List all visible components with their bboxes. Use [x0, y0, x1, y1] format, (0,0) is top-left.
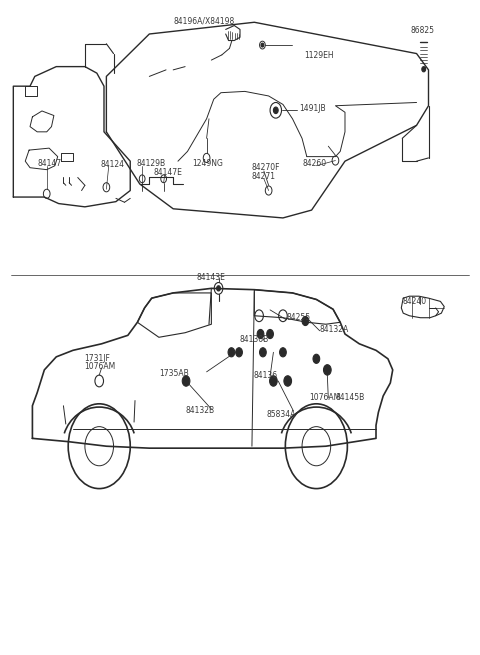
Text: 84260: 84260: [303, 159, 327, 168]
Text: 1129EH: 1129EH: [304, 51, 334, 60]
Text: 84130B: 84130B: [240, 335, 269, 344]
Text: 84145B: 84145B: [336, 393, 365, 402]
Text: 84143E: 84143E: [196, 273, 225, 282]
Circle shape: [270, 376, 277, 386]
Text: 84132A: 84132A: [320, 325, 349, 334]
Circle shape: [422, 67, 426, 72]
Text: 1731JF: 1731JF: [84, 354, 110, 363]
Text: 84255: 84255: [287, 313, 311, 322]
Text: 84147E: 84147E: [153, 168, 182, 178]
Circle shape: [257, 329, 264, 339]
Circle shape: [324, 365, 331, 375]
Circle shape: [302, 316, 309, 326]
Text: 1249NG: 1249NG: [192, 159, 223, 168]
Text: 84124: 84124: [101, 160, 125, 169]
Circle shape: [228, 348, 235, 357]
Circle shape: [261, 43, 264, 47]
Text: 1076AM: 1076AM: [84, 362, 115, 371]
Text: 84196A/X84198: 84196A/X84198: [173, 16, 234, 26]
Text: 1735AB: 1735AB: [159, 369, 189, 378]
Circle shape: [267, 329, 274, 339]
Text: 84270F: 84270F: [252, 162, 280, 172]
Circle shape: [236, 348, 242, 357]
Circle shape: [274, 107, 278, 113]
Text: 85834A: 85834A: [266, 410, 296, 419]
Text: 84240: 84240: [402, 297, 426, 306]
Circle shape: [182, 376, 190, 386]
Text: 1076AM: 1076AM: [309, 393, 340, 402]
Text: 1491JB: 1491JB: [300, 104, 326, 113]
Circle shape: [280, 348, 286, 357]
Text: 86825: 86825: [411, 26, 435, 35]
Text: 84147: 84147: [37, 159, 61, 168]
Text: 84271: 84271: [252, 172, 276, 181]
Circle shape: [216, 286, 220, 291]
Circle shape: [284, 376, 291, 386]
Circle shape: [313, 354, 320, 364]
Circle shape: [260, 348, 266, 357]
Text: 84129B: 84129B: [136, 159, 166, 168]
Text: 84132B: 84132B: [185, 407, 214, 415]
Text: 84136: 84136: [253, 371, 277, 380]
